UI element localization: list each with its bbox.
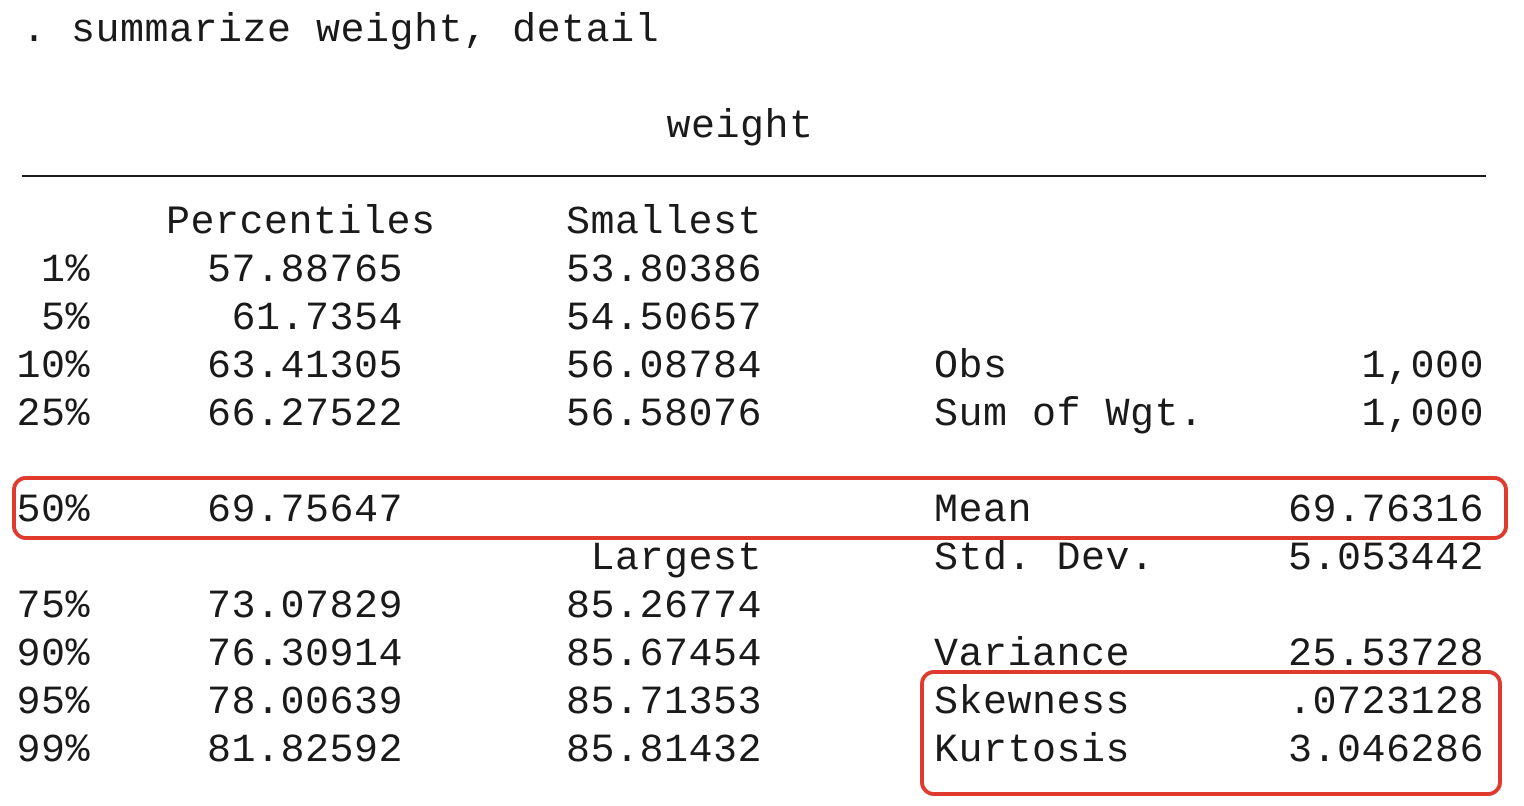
percentile-value: 57.88765 [206, 249, 403, 294]
percentile-value: 76.30914 [206, 633, 403, 678]
stat-value-std-dev: 5.053442 [1287, 537, 1484, 582]
header-percentiles: Percentiles [166, 201, 436, 246]
highlight-box-median-mean [12, 476, 1508, 540]
stat-value-sum-of-wgt: 1,000 [1361, 393, 1484, 438]
stat-label-obs: Obs [934, 345, 1008, 390]
stat-label-skewness: Skewness [934, 681, 1131, 726]
stat-value-kurtosis: 3.046286 [1287, 729, 1484, 774]
percentile-value: 73.07829 [206, 585, 403, 630]
header-smallest: Smallest [565, 201, 762, 246]
smallest-value: 54.50657 [565, 297, 762, 342]
pct-label: 50% [16, 489, 90, 534]
percentile-value: 63.41305 [206, 345, 403, 390]
largest-value: 85.26774 [565, 585, 762, 630]
stat-label-std-dev: Std. Dev. [934, 537, 1155, 582]
largest-value: 85.81432 [565, 729, 762, 774]
pct-label: 10% [16, 345, 90, 390]
stat-value-obs: 1,000 [1361, 345, 1484, 390]
largest-value: 85.67454 [565, 633, 762, 678]
pct-label: 90% [16, 633, 90, 678]
stat-value-skewness: .0723128 [1287, 681, 1484, 726]
variable-title: weight [666, 105, 814, 150]
header-largest: Largest [590, 537, 762, 582]
percentile-value: 66.27522 [206, 393, 403, 438]
largest-value: 85.71353 [565, 681, 762, 726]
pct-label: 25% [16, 393, 90, 438]
percentile-value: 69.75647 [206, 489, 403, 534]
percentile-value: 61.7354 [231, 297, 403, 342]
pct-label: 99% [16, 729, 90, 774]
command-line: . summarize weight, detail [22, 9, 660, 54]
smallest-value: 56.08784 [565, 345, 762, 390]
header-rule [22, 175, 1486, 177]
percentile-value: 78.00639 [206, 681, 403, 726]
highlight-box-skewness-kurtosis [920, 670, 1502, 796]
stat-label-kurtosis: Kurtosis [934, 729, 1131, 774]
pct-label: 75% [16, 585, 90, 630]
stat-label-mean: Mean [934, 489, 1033, 534]
stat-value-mean: 69.76316 [1287, 489, 1484, 534]
smallest-value: 56.58076 [565, 393, 762, 438]
percentile-value: 81.82592 [206, 729, 403, 774]
pct-label: 1% [40, 249, 90, 294]
pct-label: 5% [40, 297, 90, 342]
smallest-value: 53.80386 [565, 249, 762, 294]
stat-label-sum-of-wgt: Sum of Wgt. [934, 393, 1204, 438]
pct-label: 95% [16, 681, 90, 726]
